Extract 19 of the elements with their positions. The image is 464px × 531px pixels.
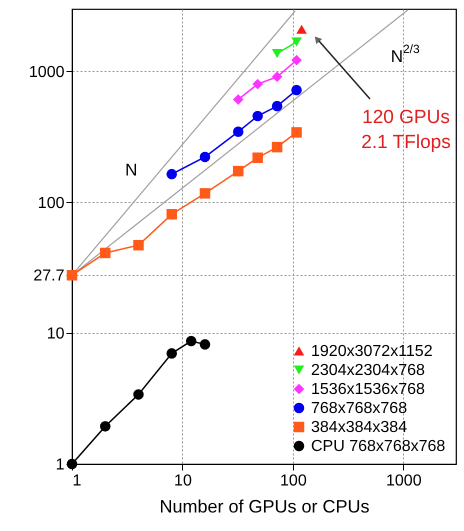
legend-label: 768x768x768 xyxy=(311,400,408,417)
x-tick-label: 1000 xyxy=(386,472,422,490)
legend-label: 384x384x384 xyxy=(311,419,408,436)
x-axis-title: Number of GPUs or CPUs xyxy=(159,496,370,516)
series-label: N xyxy=(125,160,138,180)
legend-label: 1920x3072x1152 xyxy=(311,343,433,360)
y-tick-label: 1000 xyxy=(28,64,65,81)
legend-label: 1536x1536x768 xyxy=(311,381,425,398)
y-tick-label: 10 xyxy=(46,326,65,343)
annotation: 2.1 TFlops xyxy=(361,132,451,153)
y-tick-label: 1 xyxy=(56,456,65,474)
y-tick-label: 100 xyxy=(38,194,65,212)
x-tick-label: 1 xyxy=(72,472,82,490)
annotation: 120 GPUs xyxy=(362,107,450,128)
y-tick-label: 27.7 xyxy=(33,268,65,285)
legend-label: 2304x2304x768 xyxy=(311,362,425,379)
x-tick-label: 100 xyxy=(280,472,307,490)
x-tick-label: 10 xyxy=(174,472,192,490)
legend-label: CPU 768x768x768 xyxy=(311,438,446,455)
